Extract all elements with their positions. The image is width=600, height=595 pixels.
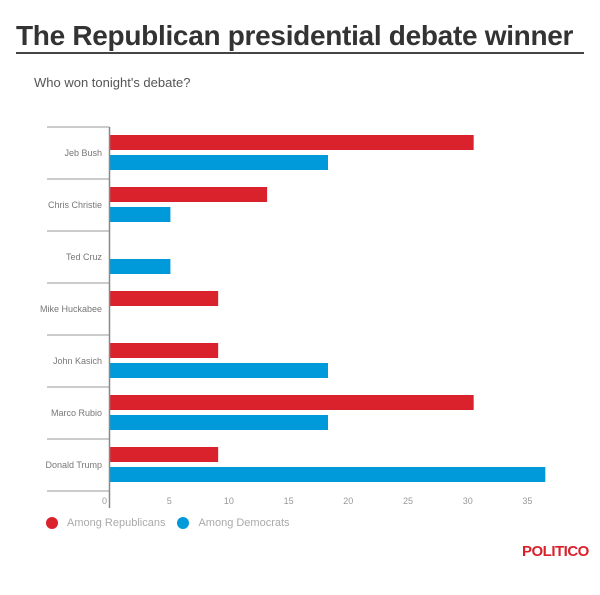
- bar-democrats: [109, 155, 329, 170]
- x-tick-label: 35: [522, 496, 532, 506]
- x-tick-label: 15: [284, 496, 294, 506]
- bar-democrats: [109, 259, 171, 274]
- legend-label: Among Republicans: [67, 517, 166, 529]
- legend-swatch-blue: [177, 517, 190, 529]
- bar-republicans: [109, 395, 474, 410]
- legend-label: Among Democrats: [198, 517, 290, 529]
- bar-republicans: [109, 291, 219, 306]
- bar-democrats: [109, 207, 171, 222]
- legend-item-republicans: Among Republicans: [46, 517, 165, 529]
- bar-democrats: [109, 363, 329, 378]
- title-underline: [16, 52, 584, 54]
- category-label: Chris Christie: [48, 200, 102, 210]
- x-tick-label: 30: [463, 496, 473, 506]
- category-label: John Kasich: [53, 356, 102, 366]
- chart-subtitle: Who won tonight's debate?: [34, 75, 191, 90]
- category-label: Marco Rubio: [51, 408, 102, 418]
- legend-swatch-red: [46, 517, 58, 529]
- bar-republicans: [109, 135, 474, 150]
- x-tick-label: 25: [403, 496, 413, 506]
- category-label: Jeb Bush: [64, 148, 102, 158]
- category-label: Donald Trump: [45, 460, 102, 470]
- bar-republicans: [109, 447, 219, 462]
- x-tick-label: 20: [343, 496, 353, 506]
- bar-democrats: [109, 415, 329, 430]
- category-label: Mike Huckabee: [40, 304, 102, 314]
- bar-republicans: [109, 343, 219, 358]
- chart-title: The Republican presidential debate winne…: [16, 20, 574, 51]
- x-tick-label: 5: [167, 496, 172, 506]
- bar-republicans: [109, 187, 268, 202]
- legend: Among Republicans Among Democrats: [46, 517, 302, 529]
- category-label: Ted Cruz: [66, 252, 103, 262]
- bar-democrats: [109, 467, 546, 482]
- politico-logo: POLITICO: [522, 543, 589, 560]
- legend-item-democrats: Among Democrats: [177, 517, 290, 529]
- x-tick-label: 0: [102, 496, 107, 506]
- x-tick-label: 10: [224, 496, 234, 506]
